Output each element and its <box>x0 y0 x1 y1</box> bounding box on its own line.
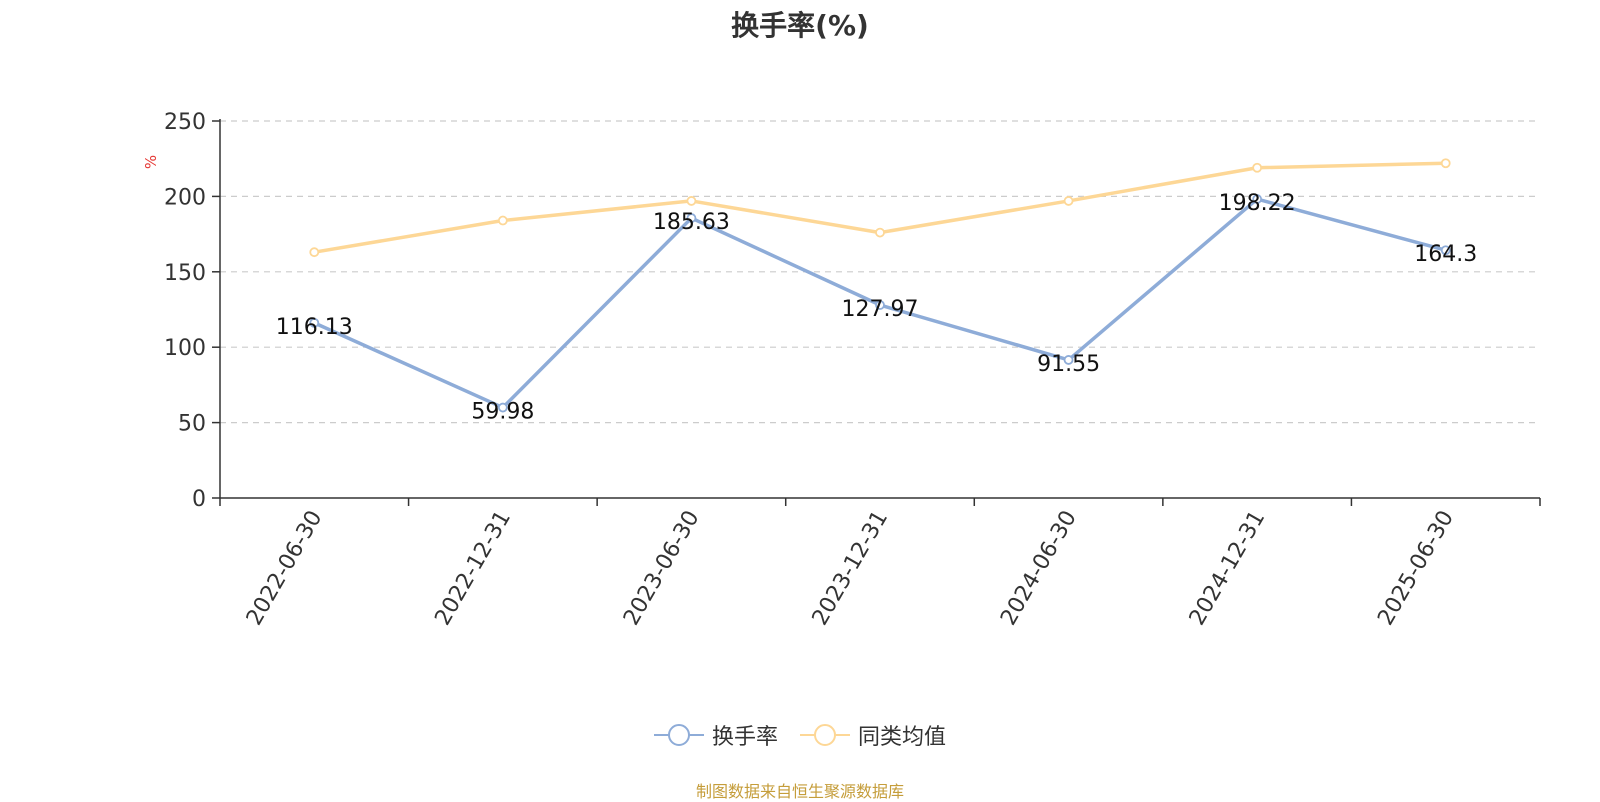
x-tick-label: 2024-06-30 <box>996 507 1082 630</box>
legend-label-turnover: 换手率 <box>711 725 778 750</box>
data-point <box>309 317 320 328</box>
y-tick-label: 150 <box>164 261 206 286</box>
x-tick-label: 2023-06-30 <box>619 507 705 630</box>
y-tick-label: 100 <box>164 336 206 361</box>
legend-marker-turnover <box>653 724 704 746</box>
data-point <box>1063 355 1074 365</box>
data-point <box>1440 245 1451 256</box>
data-point <box>497 402 508 413</box>
data-point <box>875 227 885 238</box>
data-point <box>1063 196 1074 206</box>
data-label: 59.98 <box>471 400 534 425</box>
x-tick-label: 2022-12-31 <box>430 507 516 630</box>
data-point <box>686 196 697 206</box>
legend-label-peer-average: 同类均值 <box>858 725 947 750</box>
source-note: 制图数据来自恒生聚源数据库 <box>695 782 904 801</box>
data-point <box>1252 162 1263 173</box>
data-point <box>875 300 885 310</box>
x-tick-label: 2023-12-31 <box>808 507 894 630</box>
data-label: 116.13 <box>276 315 353 340</box>
x-tick-label: 2024-12-31 <box>1185 507 1271 630</box>
data-point <box>497 215 508 226</box>
data-label: 185.63 <box>653 210 730 235</box>
y-tick-label: 250 <box>164 110 206 135</box>
y-axis-label: % <box>142 155 160 169</box>
data-label: 127.97 <box>842 297 919 322</box>
y-tick-label: 50 <box>178 412 206 437</box>
legend-marker-peer-average <box>800 724 850 746</box>
x-tick-label: 2022-06-30 <box>242 507 328 630</box>
x-tick-label: 2025-06-30 <box>1373 507 1459 630</box>
data-point <box>1440 158 1451 169</box>
data-label: 198.22 <box>1219 191 1296 216</box>
data-point <box>309 247 320 258</box>
data-label: 164.3 <box>1414 242 1477 267</box>
data-label: 91.55 <box>1037 352 1100 377</box>
legend: 换手率 同类均值 <box>0 720 1600 750</box>
data-point <box>1252 194 1263 204</box>
legend-item-peer-average[interactable]: 同类均值 <box>800 719 946 751</box>
chart-title: 换手率(%) <box>731 9 869 42</box>
legend-item-turnover[interactable]: 换手率 <box>653 719 778 751</box>
data-point <box>686 213 697 223</box>
y-tick-label: 200 <box>164 185 206 210</box>
y-tick-label: 0 <box>192 487 206 512</box>
